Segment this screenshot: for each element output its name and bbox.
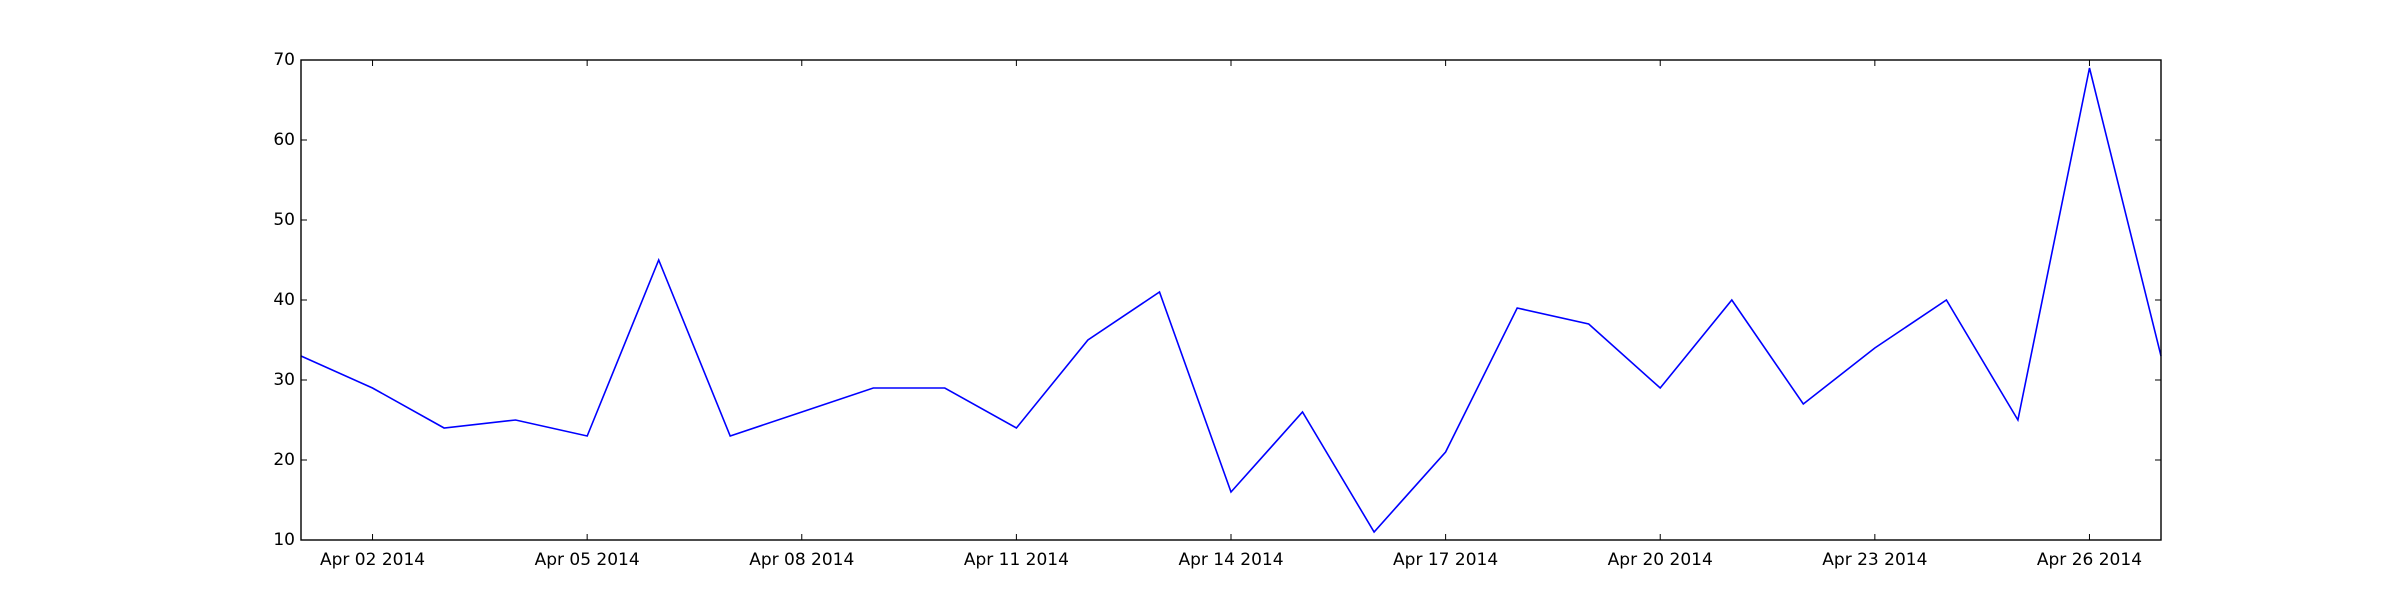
plot-frame <box>300 59 2162 541</box>
x-tick-label: Apr 05 2014 <box>535 550 640 570</box>
y-tick-label: 30 <box>273 370 295 390</box>
x-tick-label: Apr 17 2014 <box>1393 550 1498 570</box>
y-axis-ticks: 10 20 30 40 50 60 70 <box>273 50 2161 550</box>
y-tick-label: 10 <box>273 530 295 550</box>
x-tick-label: Apr 26 2014 <box>2037 550 2142 570</box>
series-line <box>300 67 2162 534</box>
y-tick-label: 70 <box>273 50 295 70</box>
y-tick-label: 60 <box>273 130 295 150</box>
x-tick-label: Apr 02 2014 <box>320 550 425 570</box>
x-tick-label: Apr 08 2014 <box>749 550 854 570</box>
x-tick-label: Apr 23 2014 <box>1822 550 1927 570</box>
x-tick-label: Apr 11 2014 <box>964 550 1069 570</box>
y-tick-label: 50 <box>273 210 295 230</box>
y-tick-label: 40 <box>273 290 295 310</box>
x-tick-label: Apr 14 2014 <box>1178 550 1283 570</box>
x-axis-ticks: Apr 02 2014 Apr 05 2014 Apr 08 2014 Apr 11 … <box>320 60 2142 570</box>
x-tick-label: Apr 20 2014 <box>1608 550 1713 570</box>
y-tick-label: 20 <box>273 450 295 470</box>
